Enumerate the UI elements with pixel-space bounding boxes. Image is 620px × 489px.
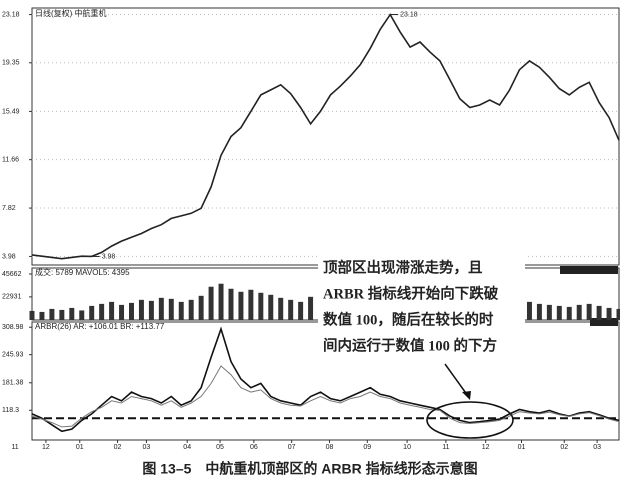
arrow <box>444 363 469 397</box>
volume-bar <box>606 307 612 320</box>
annotation-line: 间内运行于数值 100 的下方 <box>323 336 497 354</box>
volume-bar <box>69 307 75 320</box>
caption: 图 13–5 中航重机顶部区的 ARBR 指标线形态示意图 <box>142 461 477 477</box>
annotation-line: 顶部区出现滞涨走势，且 <box>323 258 483 276</box>
volume-bar <box>556 305 562 320</box>
volume-bar <box>288 299 294 320</box>
x-tick-label: 07 <box>288 444 296 451</box>
x-tick-label: 05 <box>216 444 224 451</box>
volume-bar <box>596 305 602 320</box>
volume-bar <box>99 303 105 320</box>
volume-bar <box>268 294 274 320</box>
volume-bar <box>89 305 95 320</box>
annotation-line: 数值 100，随后在较长的时 <box>323 310 494 328</box>
y-tick-label: 19.35 <box>2 60 20 67</box>
volume-bar <box>616 308 620 320</box>
x-tick-label: 12 <box>42 444 50 451</box>
annotation-line: ARBR 指标线开始向下跌破 <box>323 284 499 302</box>
x-tick-label: 02 <box>114 444 122 451</box>
volume-bar <box>158 297 164 320</box>
volume-bar <box>278 297 284 320</box>
y-tick-label: 118.3 <box>2 407 19 414</box>
x-tick-label: 03 <box>143 444 151 451</box>
volume-bar <box>208 286 214 320</box>
y-tick-label: 245.93 <box>2 352 24 359</box>
highlight-ellipse <box>426 401 514 439</box>
volume-bar <box>576 304 582 320</box>
volume-bar <box>298 301 304 320</box>
x-tick-label: 10 <box>403 444 411 451</box>
arrow-head <box>462 391 471 400</box>
legend-block <box>590 318 618 326</box>
x-tick-label: 01 <box>518 444 526 451</box>
volume-title: 成交: 5789 MAVOL5: 4395 <box>35 267 130 277</box>
x-tick-label: 01 <box>76 444 84 451</box>
y-tick-label: 7.82 <box>2 205 16 212</box>
y-tick-label: 22931 <box>2 294 22 301</box>
series-line <box>31 326 620 433</box>
volume-bar <box>248 289 254 320</box>
annotation-box <box>318 255 525 362</box>
price-title: 日线(复权) 中航重机 <box>35 8 107 18</box>
volume-bar <box>168 298 174 320</box>
volume-bar <box>79 310 85 320</box>
volume-bar <box>49 308 55 320</box>
x-tick-label: 09 <box>363 444 371 451</box>
volume-bar <box>59 309 65 320</box>
y-tick-label: 11.66 <box>2 157 19 164</box>
y-tick-label: 181.38 <box>2 380 24 387</box>
x-tick-label: 08 <box>326 444 334 451</box>
volume-bar <box>308 296 314 320</box>
volume-bar <box>109 301 115 320</box>
x-tick-label: 12 <box>482 444 490 451</box>
volume-bar <box>526 301 532 320</box>
volume-bar <box>148 300 154 320</box>
volume-bar <box>29 310 35 320</box>
price-panel <box>31 7 620 266</box>
point-label: 23.18 <box>400 11 418 18</box>
x-tick-label: 11 <box>442 444 449 451</box>
volume-bar <box>238 291 244 320</box>
volume-bar <box>566 306 572 320</box>
volume-bar <box>536 303 542 320</box>
arbr-title: ARBR(26) AR: +106.01 BR: +113.77 <box>35 322 165 331</box>
y-tick-label: 45662 <box>2 271 22 278</box>
volume-bar <box>188 299 194 320</box>
series-line <box>31 365 620 428</box>
volume-bar <box>218 283 224 320</box>
volume-bar <box>138 299 144 320</box>
volume-bar <box>258 292 264 320</box>
volume-bar <box>586 303 592 320</box>
y-tick-label: 23.18 <box>2 11 20 18</box>
x-tick-label: 11 <box>11 444 18 451</box>
y-tick-label: 15.49 <box>2 108 20 115</box>
x-tick-label: 02 <box>560 444 568 451</box>
volume-bar <box>178 301 184 320</box>
point-label: 3.98 <box>102 253 116 260</box>
volume-bar <box>39 311 45 320</box>
y-tick-label: 308.98 <box>2 324 24 331</box>
volume-bar <box>119 304 125 320</box>
volume-bar <box>228 288 234 320</box>
x-tick-label: 06 <box>250 444 258 451</box>
volume-bar <box>129 302 134 320</box>
volume-bar <box>546 304 552 320</box>
y-tick-label: 3.98 <box>2 253 16 260</box>
series-line <box>31 13 620 260</box>
x-tick-label: 03 <box>593 444 601 451</box>
volume-bar <box>198 295 204 320</box>
legend-block <box>560 266 618 274</box>
x-tick-label: 04 <box>183 444 191 451</box>
